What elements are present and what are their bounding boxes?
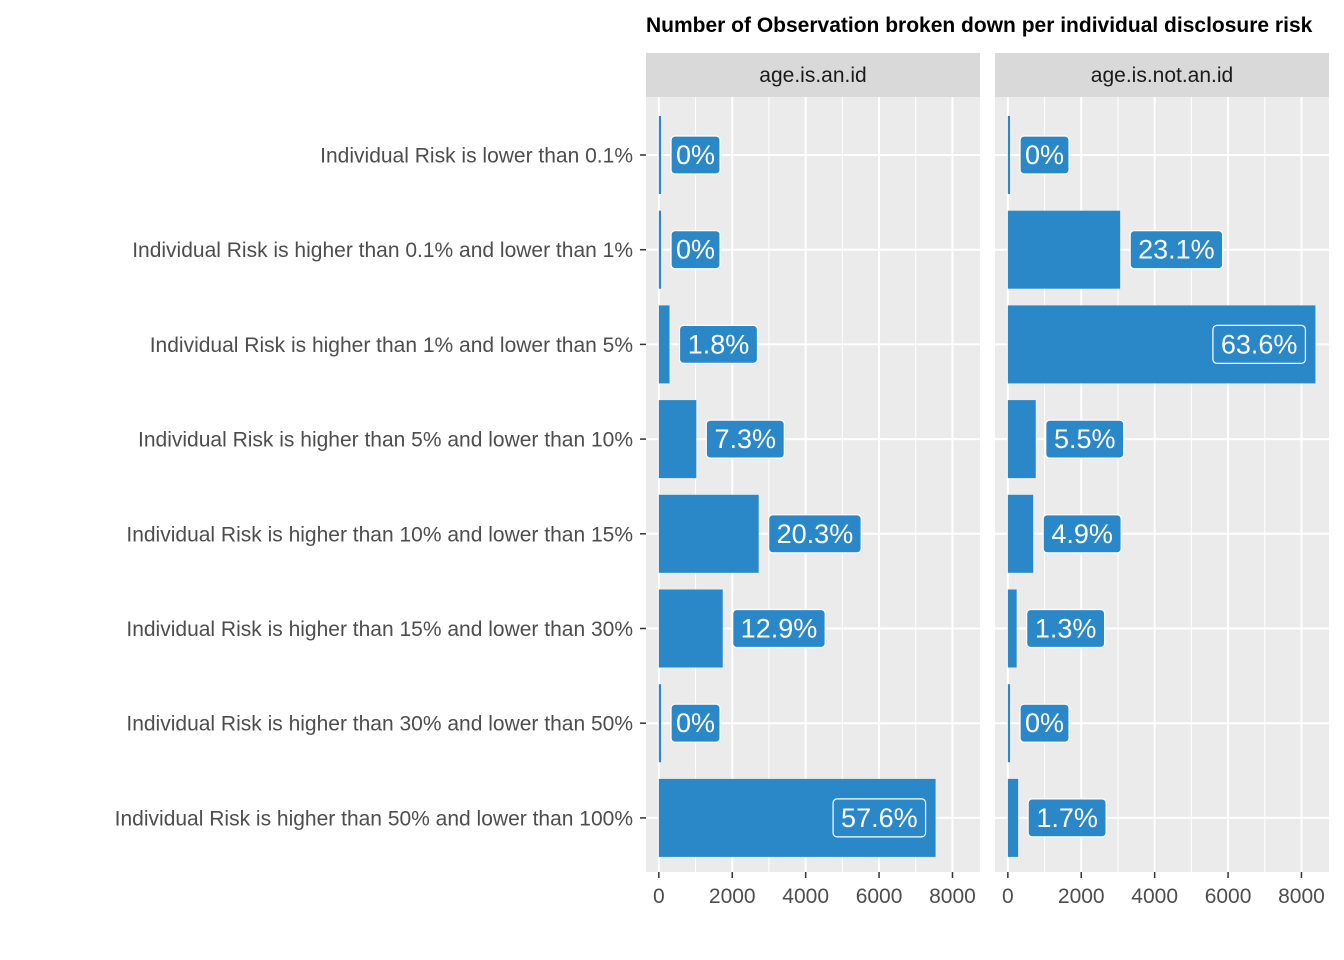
- x-tick-label: 2000: [709, 885, 756, 908]
- panel-background: [646, 97, 980, 872]
- data-label: 4.9%: [1042, 514, 1122, 554]
- data-label-text: 0%: [1025, 708, 1064, 738]
- data-label-text: 0%: [1025, 140, 1064, 170]
- x-axis: 0 2000 4000 6000 8000: [653, 872, 976, 908]
- data-label-box: [670, 230, 721, 270]
- bar: [658, 116, 662, 194]
- x-tick-label: 8000: [929, 885, 976, 908]
- data-label-text: 20.3%: [777, 519, 854, 549]
- x-tick-label: 0: [653, 885, 665, 908]
- y-tick-label: Individual Risk is higher than 30% and l…: [126, 713, 633, 736]
- data-label-box: [1026, 608, 1106, 649]
- y-tick-label: Individual Risk is higher than 15% and l…: [126, 618, 633, 641]
- bar: [1007, 589, 1017, 668]
- x-axis: 0 2000 4000 6000 8000: [1002, 872, 1325, 908]
- facet-panel-2: age.is.not.an.id 0% 23.1% 63.6% 5.5% 4.9% 1.3%…: [995, 53, 1329, 908]
- x-tick-label: 8000: [1278, 885, 1325, 908]
- y-tick-label: Individual Risk is higher than 10% and l…: [126, 523, 633, 546]
- bar: [1007, 400, 1036, 479]
- x-tick-label: 6000: [856, 885, 903, 908]
- y-tick-label: Individual Risk is higher than 5% and lo…: [138, 429, 633, 452]
- data-label-box: [1042, 514, 1122, 554]
- data-label-box: [678, 324, 759, 364]
- data-label: 0%: [1019, 703, 1070, 743]
- data-label: 20.3%: [768, 514, 862, 554]
- data-label: 1.3%: [1026, 608, 1106, 649]
- data-label-box: [832, 798, 927, 838]
- bar: [1007, 494, 1034, 573]
- facet-strip-label: age.is.an.id: [759, 64, 866, 87]
- data-label: 23.1%: [1129, 230, 1224, 270]
- data-label-box: [1019, 135, 1070, 175]
- panels: age.is.an.id 0% 0% 1.8% 7.3% 20.3% 12.9% 0% 57.6…: [646, 53, 1329, 908]
- data-label-text: 4.9%: [1051, 519, 1113, 549]
- bar: [658, 400, 697, 479]
- y-tick-label: Individual Risk is higher than 50% and l…: [115, 807, 633, 830]
- data-label-text: 1.7%: [1036, 803, 1098, 833]
- data-label: 1.8%: [678, 324, 759, 364]
- bar: [1007, 684, 1011, 763]
- data-label-text: 23.1%: [1138, 235, 1215, 265]
- facet-strip: [646, 53, 980, 97]
- data-label-box: [1212, 324, 1307, 364]
- y-tick-label: Individual Risk is higher than 1% and lo…: [150, 334, 633, 357]
- y-tick-label: Individual Risk is lower than 0.1%: [320, 145, 633, 168]
- data-label-box: [768, 514, 862, 554]
- bar: [658, 210, 662, 289]
- bar: [658, 684, 662, 763]
- data-label-box: [1019, 703, 1070, 743]
- data-label-text: 0%: [676, 140, 715, 170]
- data-label-box: [670, 135, 721, 175]
- data-label: 0%: [670, 135, 721, 175]
- chart-title: Number of Observation broken down per in…: [646, 14, 1313, 37]
- y-tick-label: Individual Risk is higher than 0.1% and …: [132, 239, 633, 262]
- x-tick-label: 4000: [782, 885, 829, 908]
- data-label-text: 0%: [676, 235, 715, 265]
- data-label-text: 5.5%: [1054, 424, 1116, 454]
- data-label: 0%: [670, 703, 721, 743]
- data-label-box: [732, 608, 826, 649]
- facet-panel-1: age.is.an.id 0% 0% 1.8% 7.3% 20.3% 12.9% 0% 57.6…: [646, 53, 980, 908]
- facet-strip-label: age.is.not.an.id: [1091, 64, 1233, 87]
- facet-strip: [995, 53, 1329, 97]
- data-label-box: [1045, 419, 1125, 459]
- bar: [658, 305, 670, 384]
- data-label: 5.5%: [1045, 419, 1125, 459]
- y-axis: Individual Risk is lower than 0.1% Indivi…: [115, 145, 646, 830]
- data-label-box: [670, 703, 721, 743]
- data-label-text: 7.3%: [715, 424, 777, 454]
- data-label-box: [705, 419, 785, 459]
- x-tick-label: 6000: [1205, 885, 1252, 908]
- data-label-text: 1.3%: [1035, 614, 1097, 644]
- data-label-text: 1.8%: [688, 329, 750, 359]
- data-label: 7.3%: [705, 419, 785, 459]
- data-label: 0%: [1019, 135, 1070, 175]
- data-label: 63.6%: [1212, 324, 1307, 364]
- bar: [658, 494, 759, 573]
- data-label: 12.9%: [732, 608, 826, 649]
- bar: [658, 589, 723, 668]
- data-label-text: 63.6%: [1221, 329, 1298, 359]
- data-label: 1.7%: [1027, 798, 1107, 838]
- data-label-text: 57.6%: [841, 803, 918, 833]
- data-label-box: [1027, 798, 1107, 838]
- bar: [1007, 778, 1019, 857]
- data-label-box: [1129, 230, 1224, 270]
- x-tick-label: 4000: [1131, 885, 1178, 908]
- x-tick-label: 0: [1002, 885, 1014, 908]
- data-label: 57.6%: [832, 798, 927, 838]
- data-label-text: 0%: [676, 708, 715, 738]
- bar: [1007, 210, 1121, 289]
- data-label: 0%: [670, 230, 721, 270]
- x-tick-label: 2000: [1058, 885, 1105, 908]
- data-label-text: 12.9%: [741, 614, 818, 644]
- bar: [1007, 116, 1011, 194]
